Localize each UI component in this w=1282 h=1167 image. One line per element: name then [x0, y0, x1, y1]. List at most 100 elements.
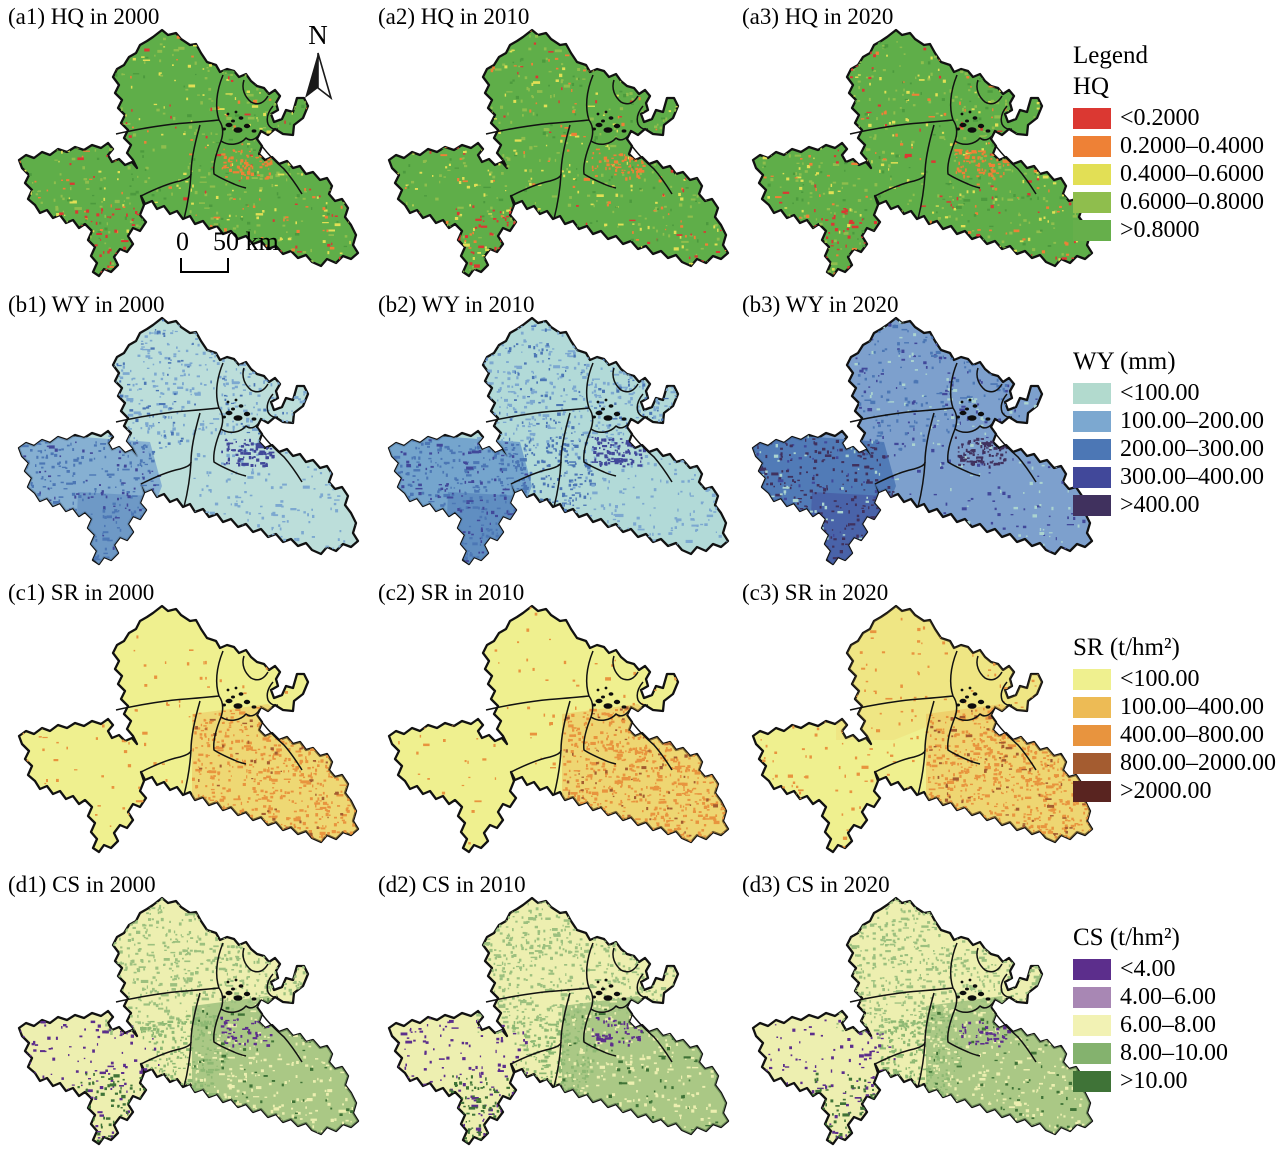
legend-item: 0.2000–0.4000: [1073, 133, 1279, 159]
legend-header: Legend: [1073, 42, 1148, 69]
legend-item: 4.00–6.00: [1073, 984, 1279, 1010]
panel-d3: (d3) CS in 2020: [742, 872, 1106, 1160]
legend-cs: CS (t/hm²) <4.00 4.00–6.00 6.00–8.00 8.0…: [1073, 922, 1279, 1099]
panel-b3: (b3) WY in 2020: [742, 292, 1106, 580]
map-c3-sr-2020: [742, 580, 1106, 866]
map-d2-cs-2010: [378, 872, 742, 1158]
legend-label: >10.00: [1120, 1068, 1188, 1094]
map-b1-wy-2000: [8, 292, 372, 578]
legend-items-cs: <4.00 4.00–6.00 6.00–8.00 8.00–10.00 >10…: [1073, 956, 1279, 1094]
scale-bar-text: 0 50 km: [166, 228, 306, 256]
scale-bar-bracket: [180, 258, 229, 273]
legend-item: 400.00–800.00: [1073, 722, 1279, 748]
scale-zero-label: 0: [176, 227, 189, 256]
panel-b1: (b1) WY in 2000: [8, 292, 372, 580]
legend-label: <100.00: [1120, 666, 1200, 692]
map-a3-hq-2020: [742, 4, 1106, 290]
legend-item: 6.00–8.00: [1073, 1013, 1279, 1037]
legend-label: <0.2000: [1120, 105, 1200, 131]
panel-b2: (b2) WY in 2010: [378, 292, 742, 580]
legend-item: 0.4000–0.6000: [1073, 161, 1279, 187]
map-d1-cs-2000: [8, 872, 372, 1158]
legend-swatch: [1073, 753, 1111, 774]
legend-swatch: [1073, 1015, 1111, 1036]
legend-swatch: [1073, 669, 1111, 690]
panel-title-a3: (a3) HQ in 2020: [742, 4, 894, 29]
legend-label: 100.00–400.00: [1120, 694, 1264, 720]
legend-item: 200.00–300.00: [1073, 436, 1279, 462]
legend-item: 300.00–400.00: [1073, 464, 1279, 490]
legend-item: >400.00: [1073, 492, 1279, 518]
legend-item: 0.6000–0.8000: [1073, 189, 1279, 215]
panel-title-d1: (d1) CS in 2000: [8, 872, 156, 897]
map-d3-cs-2020: [742, 872, 1106, 1158]
legend-item: <100.00: [1073, 380, 1279, 406]
legend-label: 200.00–300.00: [1120, 436, 1264, 462]
legend-label: >0.8000: [1120, 217, 1200, 243]
legend-swatch: [1073, 1071, 1111, 1092]
scale-distance-label: 50 km: [213, 227, 279, 256]
legend-title-cs: CS (t/hm²): [1073, 924, 1180, 951]
legend-item: >10.00: [1073, 1068, 1279, 1094]
legend-swatch: [1073, 192, 1111, 213]
panel-title-b1: (b1) WY in 2000: [8, 292, 165, 317]
legend-swatch: [1073, 697, 1111, 718]
legend-item: >0.8000: [1073, 217, 1279, 243]
map-b2-wy-2010: [378, 292, 742, 578]
legend-swatch: [1073, 108, 1111, 129]
legend-label: 300.00–400.00: [1120, 464, 1264, 490]
scale-bar: 0 50 km: [166, 228, 306, 273]
legend-label: 8.00–10.00: [1120, 1040, 1228, 1066]
legend-swatch: [1073, 467, 1111, 488]
map-a2-hq-2010: [378, 4, 742, 290]
panel-title-a1: (a1) HQ in 2000: [8, 4, 160, 29]
panel-c2: (c2) SR in 2010: [378, 580, 742, 868]
legend-label: >400.00: [1120, 492, 1200, 518]
map-b3-wy-2020: [742, 292, 1106, 578]
panel-a1: (a1) HQ in 2000 N 0 50 km: [8, 4, 372, 292]
north-arrow-icon: [305, 52, 333, 101]
panel-title-a2: (a2) HQ in 2010: [378, 4, 530, 29]
legend-swatch: [1073, 220, 1111, 241]
legend-label: <100.00: [1120, 380, 1200, 406]
legend-swatch: [1073, 136, 1111, 157]
legend-swatch: [1073, 439, 1111, 460]
legend-items-hq: <0.2000 0.2000–0.4000 0.4000–0.6000 0.60…: [1073, 105, 1279, 243]
panel-a3: (a3) HQ in 2020: [742, 4, 1106, 292]
legend-title-sr: SR (t/hm²): [1073, 634, 1180, 661]
map-c2-sr-2010: [378, 580, 742, 866]
legend-swatch: [1073, 1043, 1111, 1064]
legend-label: 0.2000–0.4000: [1120, 133, 1264, 159]
legend-item: 8.00–10.00: [1073, 1040, 1279, 1066]
panel-d2: (d2) CS in 2010: [378, 872, 742, 1160]
legend-label: 400.00–800.00: [1120, 722, 1264, 748]
legend-label: 0.4000–0.6000: [1120, 161, 1264, 187]
map-c1-sr-2000: [8, 580, 372, 866]
legend-swatch: [1073, 495, 1111, 516]
legend-sr: SR (t/hm²) <100.00 100.00–400.00 400.00–…: [1073, 632, 1279, 809]
panel-c3: (c3) SR in 2020: [742, 580, 1106, 868]
legend-wy: WY (mm) <100.00 100.00–200.00 200.00–300…: [1073, 346, 1279, 523]
legend-swatch: [1073, 383, 1111, 404]
panel-title-c1: (c1) SR in 2000: [8, 580, 155, 605]
legend-items-wy: <100.00 100.00–200.00 200.00–300.00 300.…: [1073, 380, 1279, 518]
legend-swatch: [1073, 959, 1111, 980]
panel-title-d3: (d3) CS in 2020: [742, 872, 890, 897]
legend-label: 0.6000–0.8000: [1120, 189, 1264, 215]
legend-item: 800.00–2000.00: [1073, 751, 1279, 775]
legend-label: <4.00: [1120, 956, 1176, 982]
panel-title-d2: (d2) CS in 2010: [378, 872, 526, 897]
legend-label: 4.00–6.00: [1120, 984, 1216, 1010]
legend-swatch: [1073, 725, 1111, 746]
panel-a2: (a2) HQ in 2010: [378, 4, 742, 292]
legend-hq: Legend HQ <0.2000 0.2000–0.4000 0.4000–0…: [1073, 40, 1279, 248]
north-label: N: [308, 20, 328, 50]
legend-item: 100.00–200.00: [1073, 409, 1279, 433]
legend-swatch: [1073, 164, 1111, 185]
legend-item: >2000.00: [1073, 779, 1279, 803]
panel-title-c3: (c3) SR in 2020: [742, 580, 889, 605]
legend-swatch: [1073, 781, 1111, 802]
legend-item: <0.2000: [1073, 105, 1279, 131]
panel-title-b2: (b2) WY in 2010: [378, 292, 535, 317]
